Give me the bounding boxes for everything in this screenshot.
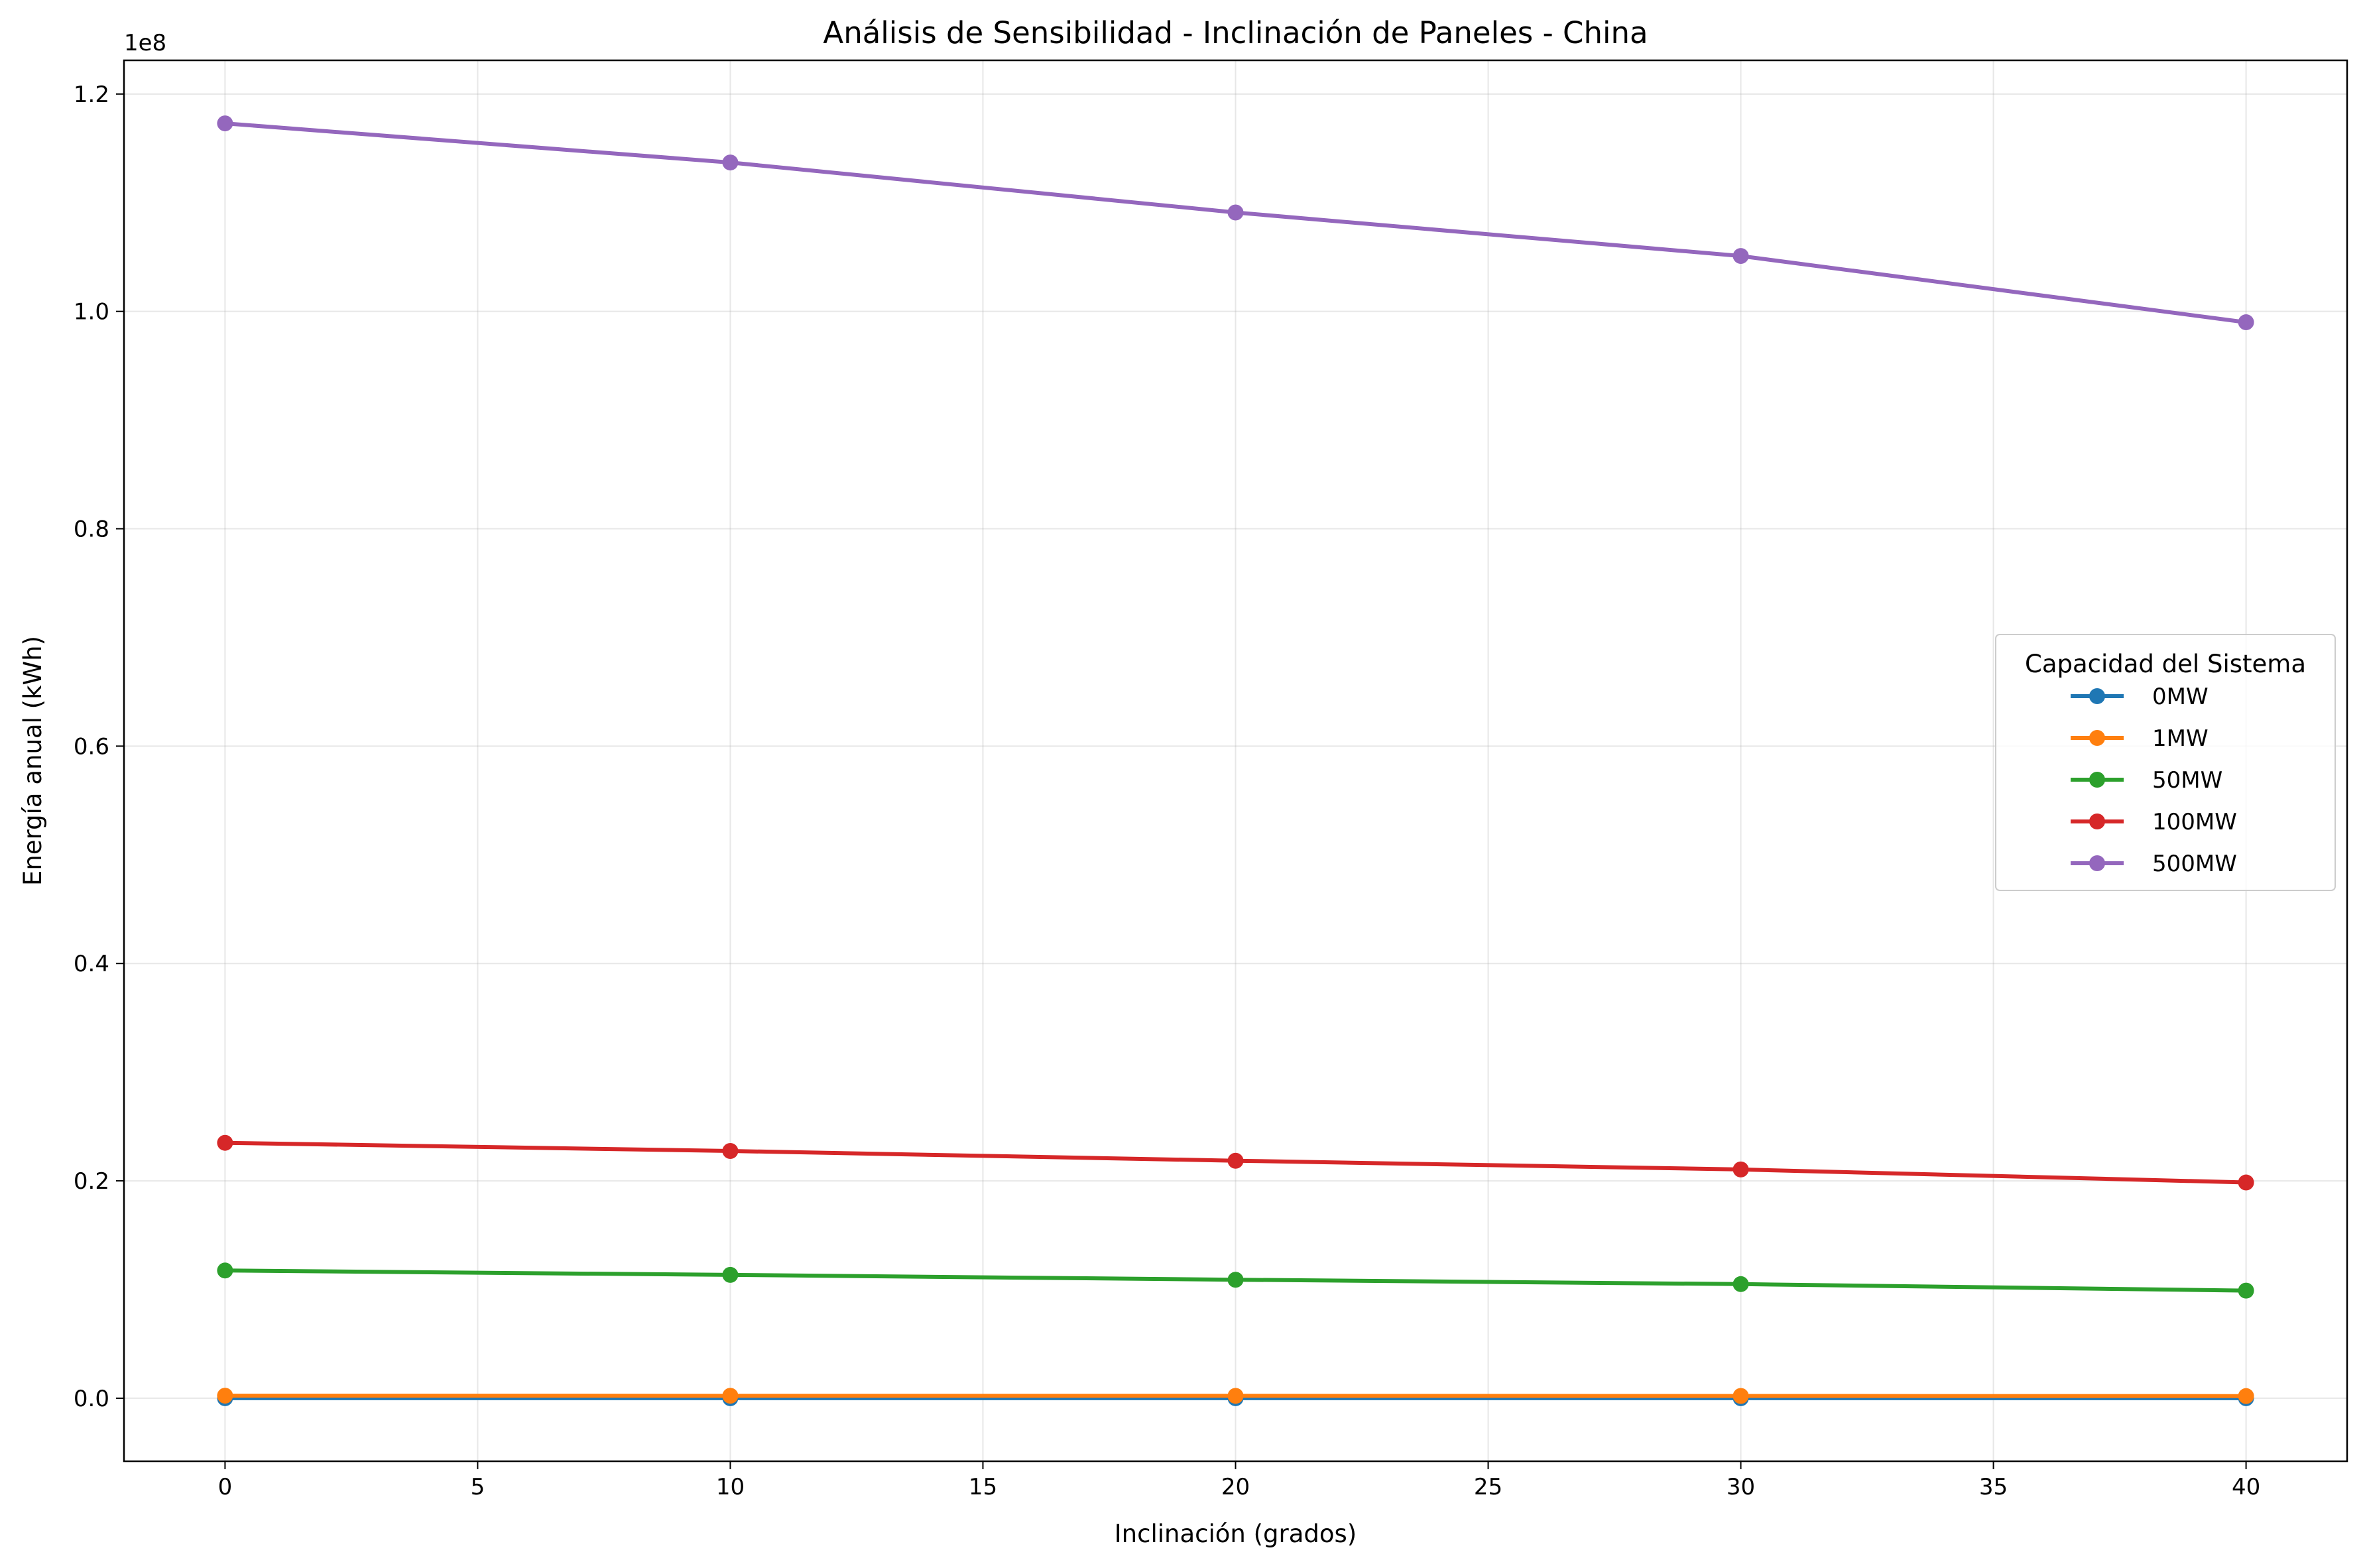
y-axis-label: Energía anual (kWh) [19,636,47,886]
data-point [1227,204,1244,221]
x-tick-label: 20 [1221,1474,1250,1500]
data-point [1227,1152,1244,1169]
legend-label: 500MW [2152,851,2237,877]
x-tick-label: 15 [969,1474,997,1500]
data-point [722,1142,739,1159]
series-layer [217,115,2254,1406]
data-point [722,154,739,171]
data-point [1732,1161,1749,1177]
data-point [1732,1276,1749,1292]
y-axis-offset-label: 1e8 [124,30,166,56]
legend: Capacidad del Sistema 0MW 1MW 50MW 100MW 500… [1995,634,2336,891]
legend-swatch-marker [2089,772,2105,788]
data-point [1227,1272,1244,1288]
x-tick-label: 30 [1727,1474,1755,1500]
data-point [217,1134,233,1151]
legend-item: 100MW [2071,809,2237,835]
chart-title: Análisis de Sensibilidad - Inclinación d… [823,15,1648,50]
series-50MW [217,1262,2254,1299]
series-500MW [217,115,2254,331]
y-tick-label: 0.8 [74,516,109,543]
data-point [217,1262,233,1279]
ticks: 0 5 10 15 20 25 30 35 40 0.0 0.2 0.4 0.6 0.8 1.0 1.2 [74,82,2260,1500]
data-point [1732,1388,1749,1404]
series-100MW [217,1134,2254,1191]
x-tick-label: 5 [471,1474,485,1500]
y-tick-label: 1.2 [74,82,109,108]
x-tick-label: 0 [218,1474,233,1500]
y-tick-label: 1.0 [74,299,109,326]
data-point [2238,314,2254,331]
legend-label: 50MW [2152,767,2222,794]
data-point [722,1388,739,1404]
x-tick-label: 25 [1474,1474,1502,1500]
data-point [2238,1388,2254,1404]
legend-swatch-marker [2089,814,2105,829]
data-point [217,115,233,132]
x-tick-label: 35 [1979,1474,2008,1500]
x-axis-label: Inclinación (grados) [1115,1520,1357,1548]
y-tick-label: 0.2 [74,1168,109,1195]
data-point [2238,1282,2254,1299]
legend-swatch-marker [2089,688,2105,704]
legend-items: 0MW 1MW 50MW 100MW 500MW [2071,684,2237,877]
legend-title: Capacidad del Sistema [2025,650,2306,678]
series-1MW [217,1388,2254,1404]
legend-item: 1MW [2071,725,2209,752]
legend-label: 100MW [2152,809,2237,835]
legend-item: 0MW [2071,684,2209,710]
legend-item: 50MW [2071,767,2222,794]
data-point [722,1266,739,1283]
legend-swatch-marker [2089,730,2105,746]
y-tick-label: 0.4 [74,951,109,977]
y-tick-label: 0.6 [74,733,109,760]
y-tick-label: 0.0 [74,1386,109,1412]
legend-label: 0MW [2152,684,2209,710]
legend-swatch-marker [2089,855,2105,871]
data-point [2238,1174,2254,1191]
data-point [217,1388,233,1404]
x-tick-label: 10 [716,1474,745,1500]
legend-box [1995,634,2336,891]
data-point [1732,248,1749,265]
legend-item: 500MW [2071,851,2237,877]
legend-label: 1MW [2152,725,2209,752]
x-tick-label: 40 [2232,1474,2260,1500]
data-point [1227,1388,1244,1404]
